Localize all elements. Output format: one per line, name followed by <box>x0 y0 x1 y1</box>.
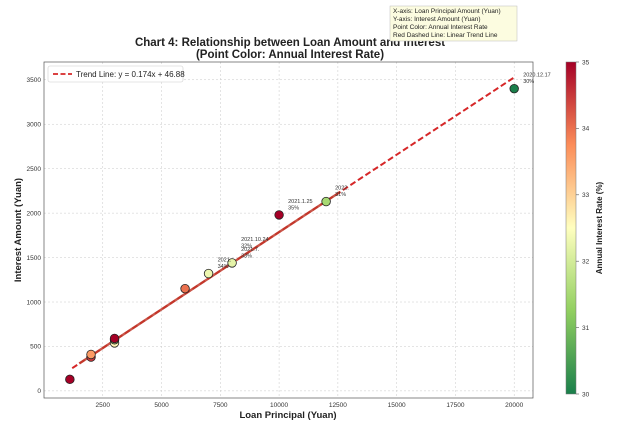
x-tick-label: 2500 <box>96 402 111 409</box>
colorbar-tick-label: 35 <box>582 59 590 66</box>
colorbar-tick-label: 34 <box>582 126 590 133</box>
point-annotation: 33% <box>241 253 252 259</box>
legend-label: Trend Line: y = 0.174x + 46.88 <box>76 70 185 79</box>
x-tick-label: 17500 <box>446 402 464 409</box>
grid <box>44 62 533 398</box>
point-annotation: 2022. <box>335 186 349 192</box>
x-tick-label: 15000 <box>388 402 406 409</box>
data-point <box>86 349 96 360</box>
info-box: X-axis: Loan Principal Amount (Yuan) Y-a… <box>389 5 518 42</box>
x-tick-label: 7500 <box>213 402 228 409</box>
info-line-4: Red Dashed Line: Linear Trend Line <box>393 32 498 39</box>
data-point <box>180 283 190 294</box>
colorbar-tick-label: 32 <box>582 259 590 266</box>
plot-frame <box>43 61 534 399</box>
x-axis-label: Loan Principal (Yuan) <box>239 410 336 421</box>
colorbar: 30 31 32 33 34 35 <box>565 59 590 398</box>
y-tick-label: 500 <box>30 344 41 351</box>
x-tick-label: 10000 <box>270 402 288 409</box>
point-annotation: 30% <box>523 79 534 85</box>
data-point <box>321 196 331 207</box>
x-tick-label: 20000 <box>505 402 523 409</box>
point-annotation: 2021. <box>218 258 232 264</box>
legend: Trend Line: y = 0.174x + 46.88 <box>47 65 185 83</box>
point-annotation: 32% <box>241 244 252 250</box>
y-axis-label: Interest Amount (Yuan) <box>13 178 24 282</box>
y-tick-label: 2000 <box>27 210 42 217</box>
point-annotation: 35% <box>288 205 299 211</box>
info-line-2: Y-axis: Interest Amount (Yuan) <box>393 16 481 23</box>
chart-title: Chart 4: Relationship between Loan Amoun… <box>135 37 445 49</box>
info-line-1: X-axis: Loan Principal Amount (Yuan) <box>393 8 501 15</box>
point-annotation: 2021.1.25 <box>288 199 312 205</box>
info-box-frame <box>389 5 518 42</box>
x-tick-label: 12500 <box>329 402 347 409</box>
x-tick-label: 5000 <box>154 402 169 409</box>
data-point <box>109 333 120 344</box>
data-point <box>274 210 284 220</box>
point-annotation: 2020.12.17 <box>523 73 551 79</box>
colorbar-tick-label: 31 <box>582 325 590 332</box>
y-tick-label: 3000 <box>27 122 42 129</box>
point-annotation: 31% <box>335 192 346 198</box>
data-point <box>227 258 237 268</box>
point-annotation: 2021.10.24 <box>241 237 269 243</box>
point-annotation: 34% <box>218 264 229 270</box>
data-point <box>509 83 519 94</box>
y-tick-label: 3500 <box>27 77 42 84</box>
y-tick-label: 0 <box>37 388 41 395</box>
colorbar-label: Annual Interest Rate (%) <box>595 181 604 274</box>
y-tick-label: 1000 <box>27 299 42 306</box>
data-point <box>65 374 75 385</box>
data-point <box>203 268 214 279</box>
chart-subtitle: (Point Color: Annual Interest Rate) <box>196 49 384 61</box>
colorbar-gradient <box>565 61 577 395</box>
info-line-3: Point Color: Annual Interest Rate <box>393 24 488 31</box>
legend-frame <box>47 65 184 83</box>
colorbar-tick-label: 33 <box>582 192 590 199</box>
y-tick-label: 2500 <box>27 166 42 173</box>
point-annotation: 2021.7. <box>241 247 260 253</box>
marks <box>65 76 519 385</box>
ticks: 2500 5000 7500 10000 12500 15000 17500 20000 0 50… <box>27 77 524 409</box>
colorbar-tick-label: 30 <box>582 391 590 398</box>
y-tick-label: 1500 <box>27 255 42 262</box>
